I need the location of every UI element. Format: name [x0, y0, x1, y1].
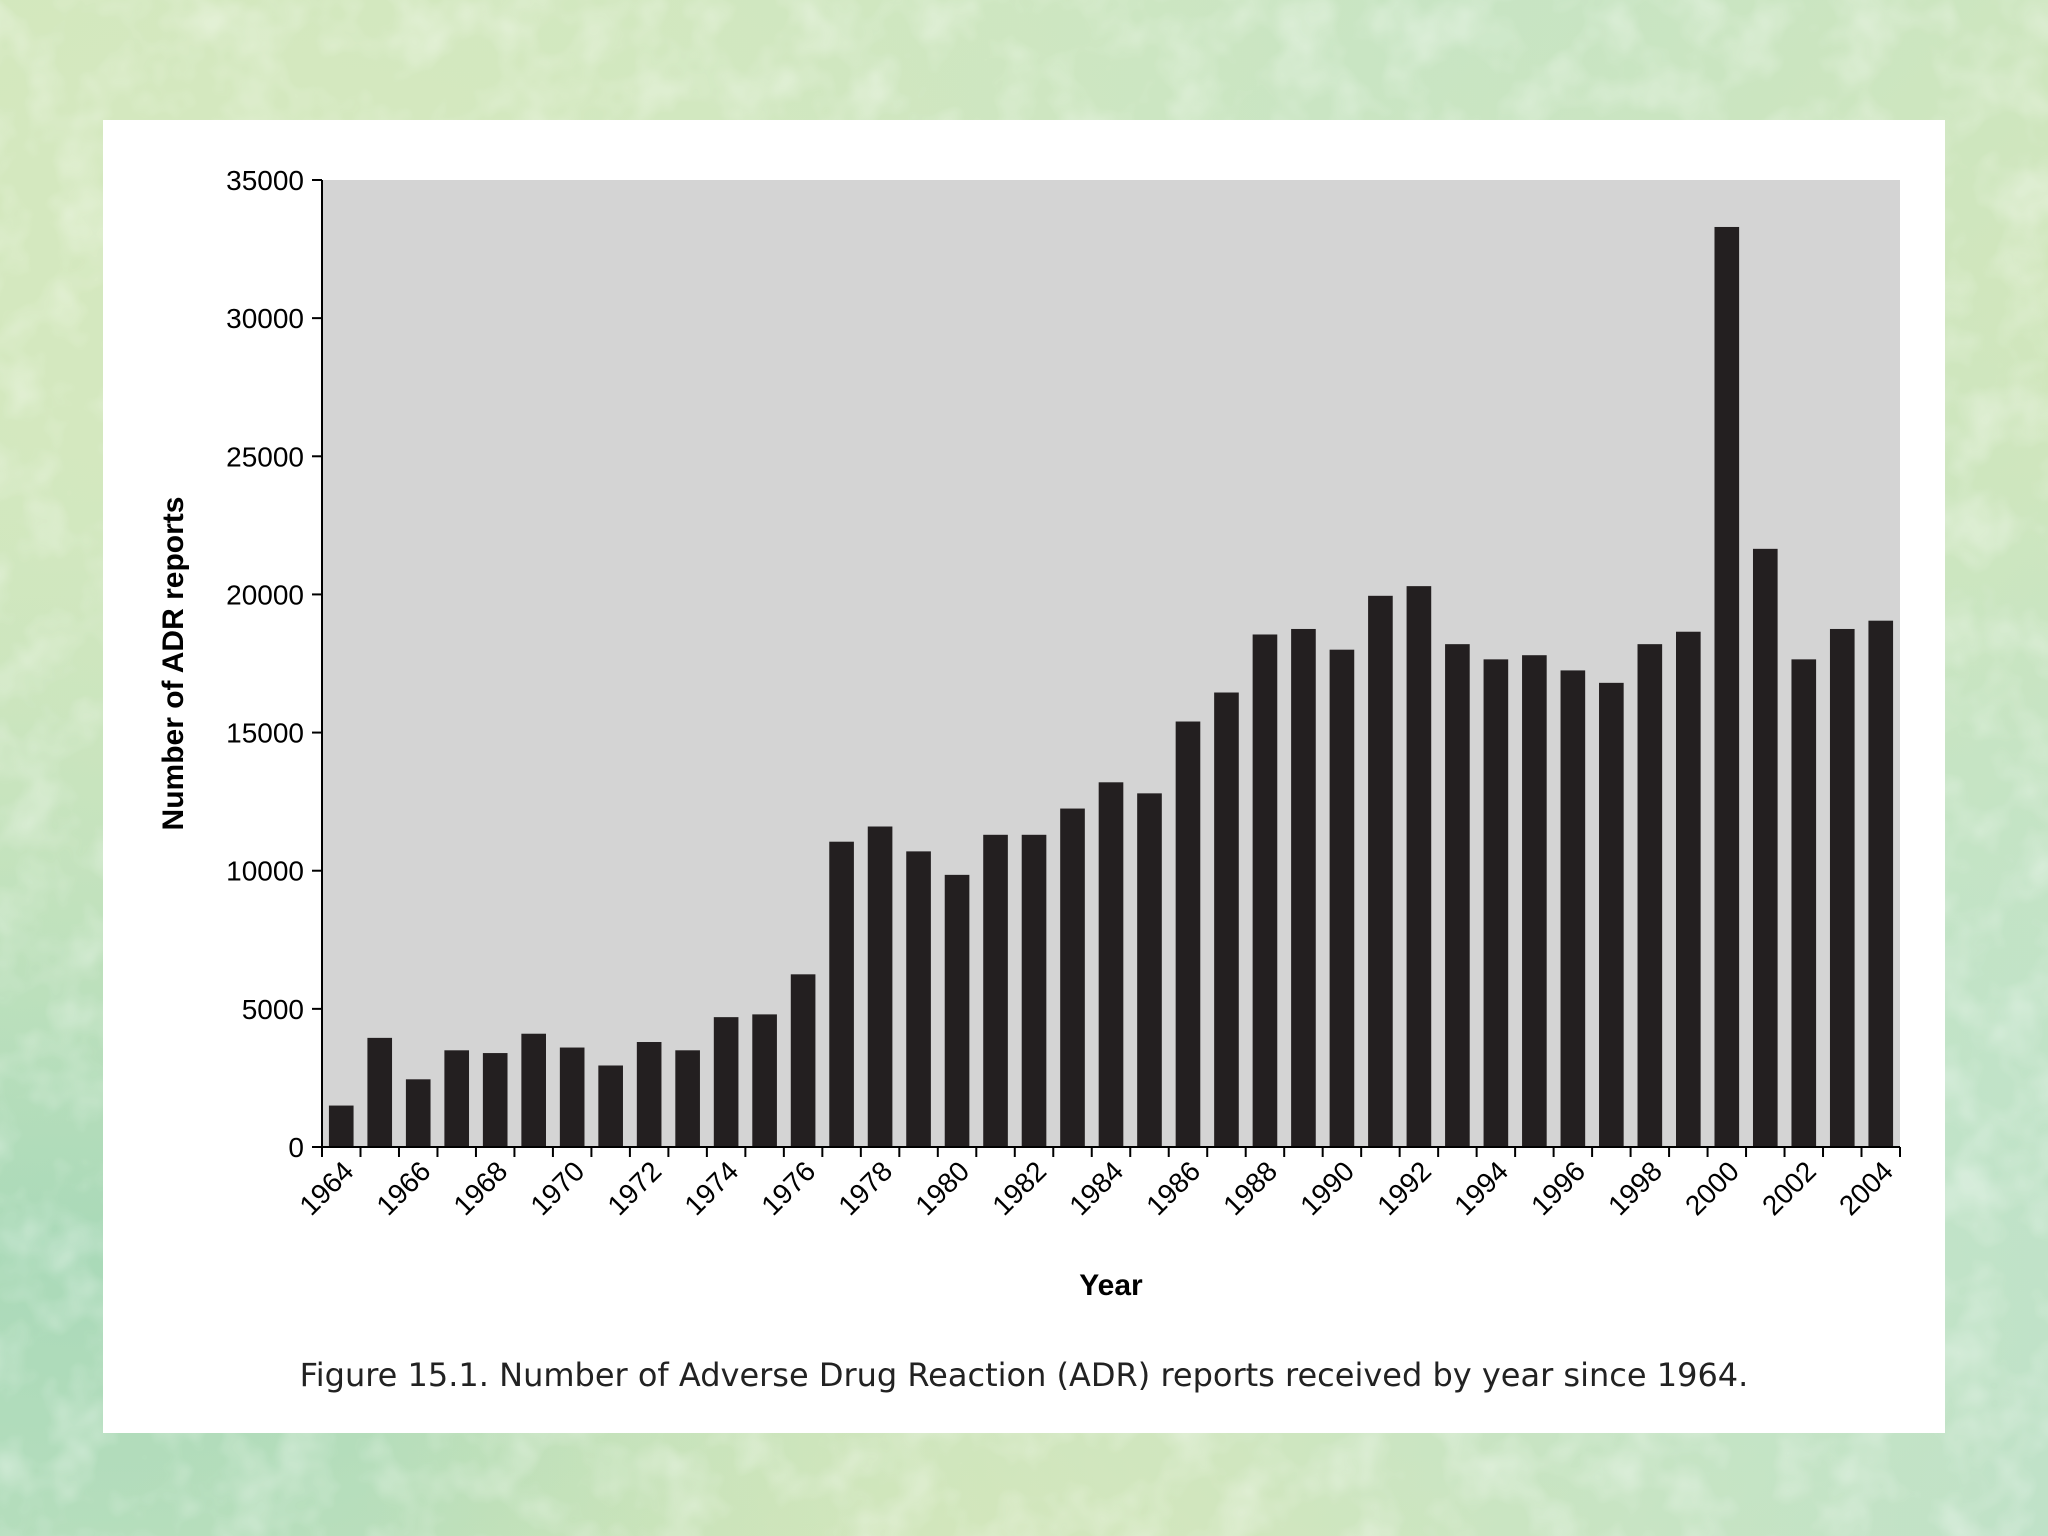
figure-panel: 0 5000 10000 15000 20000 25000 30000 35000 1964… [103, 120, 1945, 1433]
x-tick-label-1986: 1986 [1140, 1155, 1206, 1221]
x-tick-label-1964: 1964 [294, 1155, 360, 1221]
bar-2001 [1752, 548, 1778, 1147]
bar-1973 [675, 1050, 700, 1147]
bar-1981 [983, 834, 1008, 1147]
bar-1979 [906, 851, 931, 1147]
bars-group [328, 226, 1894, 1147]
bar-1980 [944, 874, 970, 1147]
bar-1991 [1368, 595, 1393, 1147]
y-tick-label-0: 0 [288, 1132, 304, 1163]
bar-1977 [829, 841, 854, 1147]
x-tick-label-1992: 1992 [1371, 1155, 1437, 1221]
x-tick-label-1968: 1968 [447, 1155, 513, 1221]
y-tick-label-5000: 5000 [242, 994, 304, 1025]
x-tick-label-1976: 1976 [755, 1155, 821, 1221]
bar-1986 [1175, 721, 1201, 1147]
bar-1971 [598, 1065, 623, 1147]
x-tick-label-1974: 1974 [678, 1155, 744, 1221]
bar-1965 [367, 1037, 393, 1147]
x-tick-label-1998: 1998 [1602, 1155, 1668, 1221]
bar-2004 [1868, 620, 1894, 1147]
x-tick-label-1966: 1966 [370, 1155, 436, 1221]
bar-1987 [1214, 692, 1239, 1147]
x-tick-label-2002: 2002 [1756, 1155, 1822, 1221]
bar-1992 [1406, 586, 1432, 1147]
bar-1969 [521, 1033, 546, 1147]
x-tick-label-1978: 1978 [832, 1155, 898, 1221]
y-axis-label: Number of ADR reports [157, 497, 190, 831]
y-tick-label-25000: 25000 [226, 441, 304, 472]
x-tick-label-1980: 1980 [909, 1155, 975, 1221]
x-tick-label-1996: 1996 [1525, 1155, 1591, 1221]
bar-1995 [1522, 655, 1547, 1147]
y-tick-label-35000: 35000 [226, 165, 304, 196]
bar-1974 [713, 1017, 739, 1147]
bar-1996 [1560, 670, 1586, 1147]
y-tick-label-10000: 10000 [226, 856, 304, 887]
bar-1985 [1137, 793, 1162, 1147]
bar-1975 [752, 1014, 777, 1147]
x-axis-label: Year [1079, 1269, 1143, 1302]
bar-1972 [636, 1042, 662, 1147]
x-tick-label-1988: 1988 [1217, 1155, 1283, 1221]
bar-1976 [790, 974, 816, 1147]
bar-1997 [1599, 682, 1624, 1147]
bar-1964 [328, 1105, 354, 1147]
bar-1978 [867, 826, 893, 1147]
x-tick-label-1972: 1972 [601, 1155, 667, 1221]
bar-1968 [482, 1053, 508, 1147]
bar-1966 [405, 1079, 431, 1147]
x-tick-label-1982: 1982 [986, 1155, 1052, 1221]
bar-1967 [444, 1050, 470, 1147]
bar-1993 [1445, 644, 1470, 1147]
x-axis: 1964 1966 1968 1970 1972 1974 1976 1978 1980 1982… [294, 1146, 1901, 1221]
bar-2003 [1829, 628, 1855, 1147]
bar-1998 [1637, 644, 1663, 1147]
bar-1982 [1021, 834, 1047, 1147]
figure-caption: Figure 15.1. Number of Adverse Drug Reac… [299, 1356, 1749, 1394]
bar-1983 [1060, 808, 1085, 1147]
bar-2002 [1791, 659, 1817, 1147]
x-tick-label-1994: 1994 [1448, 1155, 1514, 1221]
y-axis: 0 5000 10000 15000 20000 25000 30000 35000 [226, 165, 323, 1163]
y-tick-label-20000: 20000 [226, 579, 304, 610]
bar-1970 [559, 1047, 585, 1147]
bar-1988 [1252, 634, 1278, 1147]
bar-1994 [1483, 659, 1509, 1147]
x-tick-label-2004: 2004 [1833, 1155, 1899, 1221]
bar-1990 [1329, 649, 1355, 1147]
x-tick-label-1970: 1970 [524, 1155, 590, 1221]
bar-chart: 0 5000 10000 15000 20000 25000 30000 35000 1964… [157, 165, 1901, 1302]
bar-2000 [1714, 226, 1740, 1147]
y-tick-label-30000: 30000 [226, 303, 304, 334]
bar-1989 [1291, 628, 1316, 1147]
y-tick-label-15000: 15000 [226, 718, 304, 749]
x-tick-label-1984: 1984 [1063, 1155, 1129, 1221]
x-tick-label-2000: 2000 [1679, 1155, 1745, 1221]
bar-1984 [1098, 782, 1124, 1147]
x-tick-label-1990: 1990 [1294, 1155, 1360, 1221]
bar-1999 [1676, 631, 1701, 1147]
